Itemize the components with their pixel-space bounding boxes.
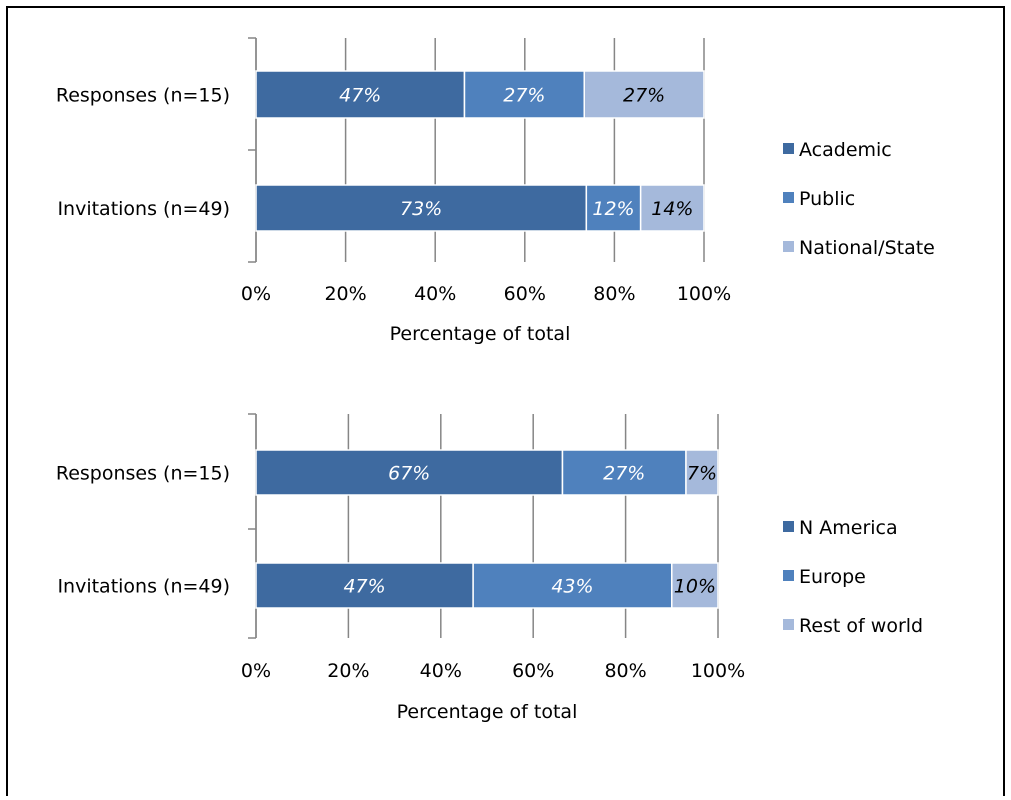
x-axis-title: Percentage of total — [390, 323, 571, 345]
bar-segment — [255, 449, 564, 496]
bar-segment — [685, 449, 719, 496]
legend-swatch — [783, 521, 794, 532]
data-label: 14% — [651, 198, 693, 220]
x-tick-label: 0% — [241, 660, 271, 682]
x-tick-label: 60% — [512, 660, 554, 682]
x-tick-label: 40% — [414, 283, 456, 305]
bar-segment — [639, 184, 705, 232]
bar-segment — [255, 184, 588, 232]
data-label: 27% — [503, 85, 545, 107]
figure-border — [6, 6, 1005, 800]
legend-swatch — [783, 241, 794, 252]
data-label: 73% — [400, 198, 442, 220]
category-label: Responses (n=15) — [56, 463, 230, 485]
x-axis-title: Percentage of total — [397, 701, 578, 723]
data-label: 27% — [603, 463, 645, 485]
x-tick-label: 60% — [504, 283, 546, 305]
category-label: Invitations (n=49) — [57, 576, 230, 598]
category-label: Responses (n=15) — [56, 85, 230, 107]
chart-1: 0% 20% 40% 60% 80% 100% 47% 27% 27% Responses (n=… — [56, 37, 935, 345]
legend-label: Europe — [799, 566, 866, 588]
data-label: 43% — [551, 576, 593, 598]
data-label: 27% — [623, 85, 665, 107]
x-tick-label: 40% — [420, 660, 462, 682]
legend-label: Public — [799, 188, 855, 210]
x-tick-label: 20% — [324, 283, 366, 305]
chart-2: 0% 20% 40% 60% 80% 100% 67% 27% 7% Responses (n=1… — [56, 413, 923, 723]
x-tick-label: 80% — [593, 283, 635, 305]
data-label: 10% — [674, 576, 716, 598]
data-label: 47% — [339, 85, 381, 107]
data-label: 7% — [687, 463, 717, 485]
data-label: 67% — [388, 463, 430, 485]
legend-swatch — [783, 619, 794, 630]
bar-segment — [585, 184, 642, 232]
x-tick-label: 100% — [677, 283, 731, 305]
legend-label: N America — [799, 517, 898, 539]
x-tick-label: 20% — [327, 660, 369, 682]
bar-segment — [472, 562, 673, 609]
category-label: Invitations (n=49) — [57, 198, 230, 220]
data-label: 12% — [592, 198, 634, 220]
legend-swatch — [783, 143, 794, 154]
bar-segment — [255, 562, 474, 609]
charts-group: 0% 20% 40% 60% 80% 100% 47% 27% 27% Responses (n=… — [56, 37, 935, 723]
bar-segment — [671, 562, 719, 609]
x-tick-label: 100% — [691, 660, 745, 682]
x-tick-label: 0% — [241, 283, 271, 305]
data-label: 47% — [343, 576, 385, 598]
legend-swatch — [783, 192, 794, 203]
x-tick-label: 80% — [604, 660, 646, 682]
legend-label: Academic — [799, 139, 892, 161]
legend-label: Rest of world — [799, 615, 923, 637]
bar-segment — [255, 70, 466, 119]
legend-label: National/State — [799, 237, 935, 259]
bar-segment — [463, 70, 585, 119]
bar-segment — [561, 449, 687, 496]
bar-segment — [583, 70, 705, 119]
legend-swatch — [783, 570, 794, 581]
